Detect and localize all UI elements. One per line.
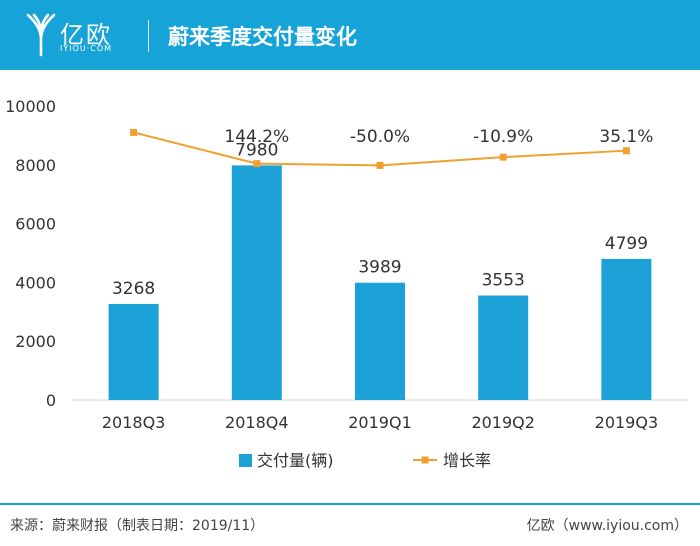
legend-marker-growth (421, 456, 429, 464)
growth-rate-marker (130, 128, 138, 136)
growth-rate-label: -10.9% (473, 127, 533, 147)
y-tick-label: 2000 (15, 332, 56, 351)
bar (231, 165, 282, 400)
legend-label-growth: 增长率 (443, 451, 491, 470)
x-tick-label: 2018Q3 (102, 413, 166, 432)
bar (601, 258, 652, 400)
bar-value-label: 3553 (482, 271, 525, 291)
x-tick-label: 2019Q3 (595, 413, 659, 432)
growth-rate-marker (622, 147, 630, 155)
growth-rate-marker (376, 161, 384, 169)
growth-rate-marker (499, 153, 507, 161)
bar-value-label: 3989 (358, 258, 401, 278)
growth-rate-label: 35.1% (599, 127, 653, 147)
source-note: 来源：蔚来财报（制表日期：2019/11） (10, 518, 265, 534)
y-tick-label: 10000 (5, 97, 56, 116)
x-tick-label: 2019Q1 (348, 413, 412, 432)
brand-domain: IYIOU·COM (60, 44, 113, 53)
header-banner: 亿欧 IYIOU·COM 蔚来季度交付量变化 (0, 0, 700, 70)
bar-value-label: 7980 (235, 140, 278, 160)
chart: 0 2000 4000 6000 8000 10000 3268 2018Q3 7980 2018… (5, 97, 688, 470)
bar-value-label: 4799 (605, 234, 648, 254)
y-tick-label: 0 (46, 391, 56, 410)
legend-swatch-deliveries (239, 454, 252, 467)
x-tick-label: 2019Q2 (471, 413, 535, 432)
growth-rate-label: 144.2% (224, 127, 289, 147)
page-title: 蔚来季度交付量变化 (168, 25, 357, 49)
bar (355, 282, 405, 400)
y-tick-label: 6000 (15, 215, 56, 234)
logo-icon (26, 13, 56, 57)
header-divider (148, 20, 149, 52)
growth-rate-label: -50.0% (350, 127, 410, 147)
credit-note: 亿欧（www.iyiou.com） (526, 518, 688, 534)
x-tick-label: 2018Q4 (225, 413, 289, 432)
bar (108, 303, 159, 400)
bar (478, 295, 529, 400)
legend-label-deliveries: 交付量(辆) (257, 451, 334, 470)
y-tick-label: 8000 (15, 156, 56, 175)
y-tick-label: 4000 (15, 273, 56, 292)
bar-value-label: 3268 (112, 279, 155, 299)
growth-rate-marker (253, 160, 261, 168)
brand-name: 亿欧 (60, 21, 112, 49)
footer-divider (0, 503, 700, 505)
